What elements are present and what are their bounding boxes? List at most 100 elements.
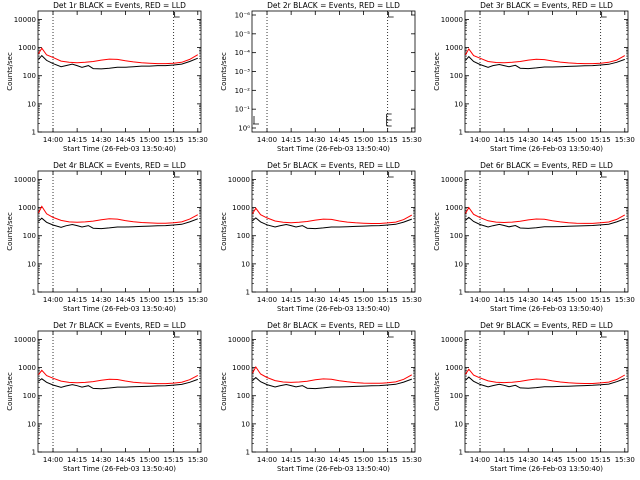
x-tick-label: 14:15: [67, 296, 87, 304]
x-tick-label: 15:30: [402, 456, 422, 464]
x-tick-label: 14:15: [281, 136, 301, 144]
x-tick-label: 14:00: [257, 296, 277, 304]
plot-frame: [251, 330, 416, 453]
empty-marker-left: [253, 116, 259, 125]
x-tick-label: 14:15: [67, 136, 87, 144]
y-tick-label: 10000: [441, 16, 463, 24]
x-tick-label: 15:15: [164, 456, 184, 464]
x-axis-label: Start Time (26-Feb-03 13:50:40): [490, 465, 603, 473]
y-tick-label: 10⁻⁵: [235, 30, 251, 38]
chart-title: Det 5r BLACK = Events, RED = LLD: [267, 161, 400, 170]
chart-panel-6: Det 6r BLACK = Events, RED = LLD 1 10 100 10…: [433, 161, 635, 313]
y-tick-label: 100: [450, 232, 463, 240]
y-tick-label: 1: [459, 129, 463, 137]
x-tick-label: 14:45: [542, 456, 562, 464]
y-tick-label: 1: [32, 129, 36, 137]
series-lld: [38, 369, 199, 385]
chart-panel-5: Det 5r BLACK = Events, RED = LLD 1 10 100 10…: [220, 161, 422, 313]
series-events: [465, 55, 625, 70]
series-lld: [465, 368, 626, 384]
x-tick-label: 15:15: [378, 456, 398, 464]
x-tick-label: 14:30: [518, 296, 538, 304]
x-tick-label: 14:45: [329, 136, 349, 144]
x-tick-label: 15:30: [615, 456, 635, 464]
chart-panel-2: Det 2r BLACK = Events, RED = LLD 10⁰ 10⁻¹ 1…: [220, 1, 422, 153]
y-tick-label: 10⁻⁶: [235, 12, 251, 20]
x-axis-label: Start Time (26-Feb-03 13:50:40): [63, 145, 176, 153]
series-events: [38, 54, 198, 70]
y-tick-label: 10: [241, 260, 250, 268]
y-axis-label: Counts/sec: [433, 212, 441, 251]
x-tick-label: 15:15: [378, 136, 398, 144]
y-axis-label: Counts/sec: [433, 52, 441, 91]
bracket-marker: [174, 12, 180, 18]
y-tick-label: 1: [246, 449, 250, 457]
bracket-marker: [388, 172, 394, 178]
chart-title: Det 7r BLACK = Events, RED = LLD: [53, 321, 186, 330]
y-tick-label: 10: [454, 420, 463, 428]
y-tick-label: 10000: [14, 16, 36, 24]
series-lld: [252, 366, 413, 384]
x-tick-label: 15:30: [188, 296, 208, 304]
x-tick-label: 14:45: [329, 456, 349, 464]
y-tick-label: 1000: [18, 364, 36, 372]
x-axis-label: Start Time (26-Feb-03 13:50:40): [490, 145, 603, 153]
series-events: [38, 217, 198, 230]
x-tick-label: 15:30: [615, 136, 635, 144]
x-tick-label: 14:45: [115, 136, 135, 144]
x-tick-label: 15:30: [615, 296, 635, 304]
x-tick-label: 15:00: [566, 136, 586, 144]
y-tick-label: 10⁰: [238, 125, 250, 133]
x-tick-label: 14:15: [281, 296, 301, 304]
bracket-marker: [174, 332, 180, 338]
x-tick-label: 14:30: [518, 456, 538, 464]
x-tick-label: 15:30: [402, 136, 422, 144]
x-tick-label: 14:45: [542, 296, 562, 304]
x-tick-label: 14:45: [115, 456, 135, 464]
x-tick-label: 14:45: [329, 296, 349, 304]
y-tick-label: 10000: [14, 176, 36, 184]
y-tick-label: 10000: [228, 336, 250, 344]
x-tick-label: 15:15: [591, 136, 611, 144]
x-tick-label: 15:15: [591, 296, 611, 304]
x-tick-label: 15:00: [566, 456, 586, 464]
plot-frame: [464, 10, 629, 133]
chart-title: Det 8r BLACK = Events, RED = LLD: [267, 321, 400, 330]
y-tick-label: 10: [27, 100, 36, 108]
plot-frame: [251, 170, 416, 293]
x-axis-label: Start Time (26-Feb-03 13:50:40): [63, 465, 176, 473]
y-axis-label: Counts/sec: [6, 372, 14, 411]
series-events: [252, 217, 412, 230]
series-lld: [38, 205, 199, 224]
y-tick-label: 100: [450, 392, 463, 400]
y-tick-label: 10000: [441, 336, 463, 344]
x-tick-label: 15:30: [402, 296, 422, 304]
x-tick-label: 14:45: [542, 136, 562, 144]
x-axis-label: Start Time (26-Feb-03 13:50:40): [277, 305, 390, 313]
series-lld: [465, 206, 626, 224]
chart-panel-3: Det 3r BLACK = Events, RED = LLD 1 10 100 10…: [433, 1, 635, 153]
y-tick-label: 100: [450, 72, 463, 80]
y-tick-label: 10: [27, 260, 36, 268]
chart-title: Det 9r BLACK = Events, RED = LLD: [480, 321, 613, 330]
series-lld: [38, 47, 199, 65]
y-axis-label: Counts/sec: [433, 372, 441, 411]
y-tick-label: 10⁻³: [235, 68, 251, 76]
chart-title: Det 1r BLACK = Events, RED = LLD: [53, 1, 186, 10]
empty-marker-right: [386, 113, 392, 127]
bracket-marker: [601, 332, 607, 338]
bracket-marker: [601, 12, 607, 18]
x-tick-label: 14:30: [518, 136, 538, 144]
bracket-marker: [388, 12, 394, 18]
x-tick-label: 15:15: [591, 456, 611, 464]
x-tick-label: 14:15: [281, 456, 301, 464]
x-axis-label: Start Time (26-Feb-03 13:50:40): [490, 305, 603, 313]
y-axis-label: Counts/sec: [220, 212, 228, 251]
x-tick-label: 15:00: [139, 456, 159, 464]
chart-title: Det 2r BLACK = Events, RED = LLD: [267, 1, 400, 10]
x-tick-label: 15:15: [378, 296, 398, 304]
chart-title: Det 3r BLACK = Events, RED = LLD: [480, 1, 613, 10]
plot-frame: [464, 170, 629, 293]
y-tick-label: 1000: [18, 204, 36, 212]
